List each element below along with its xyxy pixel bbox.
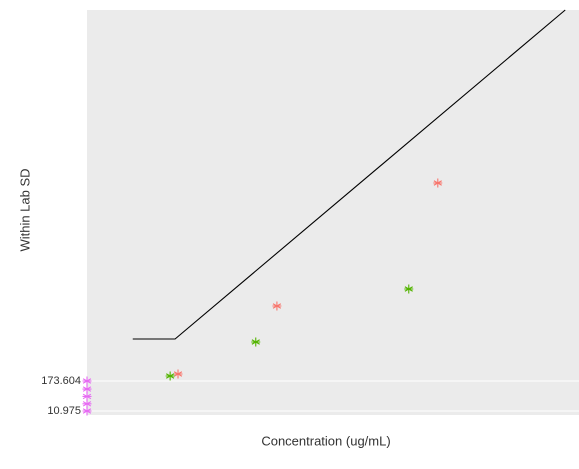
point [165, 371, 175, 381]
panel [87, 10, 579, 415]
line [132, 9, 566, 340]
y-tick-label: 10.975 [47, 405, 81, 417]
point [272, 301, 282, 311]
point [82, 376, 92, 386]
x-axis-label: Concentration (ug/mL) [261, 433, 390, 448]
point [173, 369, 183, 379]
point [82, 406, 92, 416]
point [82, 391, 92, 401]
point [404, 284, 414, 294]
point [82, 384, 92, 394]
point [82, 399, 92, 409]
point [433, 178, 443, 188]
y-tick-label: 173.604 [41, 375, 81, 387]
y-axis-label: Within Lab SD [17, 168, 32, 251]
point [251, 337, 261, 347]
